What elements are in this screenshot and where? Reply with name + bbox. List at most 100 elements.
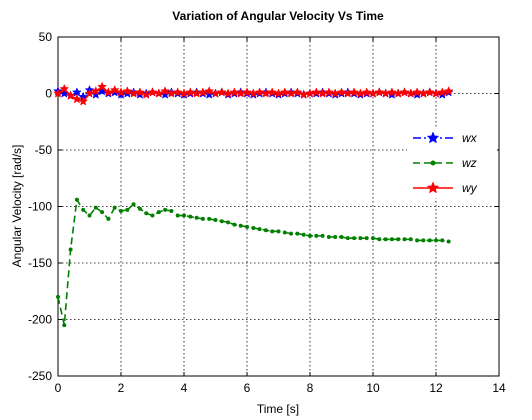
data-point-wz xyxy=(150,213,155,218)
data-point-wy xyxy=(393,88,404,98)
data-point-wy xyxy=(122,86,133,96)
data-point-wz xyxy=(74,197,79,202)
data-point-wy xyxy=(418,88,429,98)
data-point-wy xyxy=(97,81,107,91)
legend-item-wz: wz xyxy=(413,156,477,170)
data-point-wz xyxy=(156,210,161,215)
data-point-wz xyxy=(301,232,306,237)
data-point-wy xyxy=(216,87,227,97)
data-point-wz xyxy=(207,216,212,221)
data-point-wy xyxy=(191,88,202,98)
data-point-wy xyxy=(172,87,183,97)
series-group xyxy=(53,81,454,328)
data-point-wz xyxy=(421,238,426,243)
data-point-wz xyxy=(163,207,168,212)
data-point-wy xyxy=(324,87,334,97)
data-point-wz xyxy=(87,213,92,218)
data-point-wz xyxy=(282,230,287,235)
data-point-wz xyxy=(119,209,123,214)
data-point-wz xyxy=(93,205,98,210)
data-point-wz xyxy=(270,229,275,234)
data-point-wz xyxy=(352,236,357,241)
data-point-wz xyxy=(276,229,281,234)
axis-ticks: 0 2 4 6 8 10 12 14 -250 -200 -150 -100 -50 0 50 xyxy=(28,30,506,395)
data-point-wz xyxy=(440,238,445,243)
series-wz xyxy=(56,197,451,328)
x-tick-label: 4 xyxy=(181,381,188,395)
legend-marker-wz xyxy=(430,160,436,166)
data-point-wy xyxy=(368,88,378,98)
x-axis-label: Time [s] xyxy=(257,402,299,416)
data-point-wz xyxy=(289,231,294,236)
data-point-wy xyxy=(380,88,391,98)
data-point-wz xyxy=(81,207,86,212)
y-tick-label: -150 xyxy=(28,256,52,270)
data-point-wz xyxy=(402,237,407,242)
data-point-wz xyxy=(175,213,180,218)
x-tick-label: 10 xyxy=(366,381,380,395)
data-point-wy xyxy=(103,87,114,97)
data-point-wy xyxy=(399,87,410,97)
data-point-wz xyxy=(68,247,73,252)
data-point-wy xyxy=(431,88,441,98)
data-point-wz xyxy=(106,216,111,221)
data-point-wy xyxy=(65,90,76,100)
data-point-wz xyxy=(314,233,319,238)
data-point-wz xyxy=(232,222,237,227)
data-point-wz xyxy=(326,235,331,240)
data-point-wy xyxy=(109,84,120,95)
data-point-wz xyxy=(408,237,413,242)
data-point-wz xyxy=(377,237,382,242)
data-point-wz xyxy=(100,210,105,215)
data-point-wy xyxy=(387,87,397,97)
grid-lines xyxy=(58,37,499,376)
data-point-wy xyxy=(59,83,70,94)
series-wy xyxy=(53,81,454,106)
y-axis-label: Angular Velocity [rad/s] xyxy=(10,145,24,268)
data-point-wy xyxy=(261,88,271,98)
data-point-wz xyxy=(125,207,130,212)
data-point-wz xyxy=(188,214,193,219)
data-point-wz xyxy=(446,239,451,244)
data-point-wy xyxy=(267,87,278,97)
data-point-wz xyxy=(263,228,268,233)
legend-label-wz: wz xyxy=(462,156,477,170)
data-point-wz xyxy=(112,205,117,210)
y-tick-label: -250 xyxy=(28,369,52,383)
data-point-wy xyxy=(317,88,328,98)
x-tick-label: 0 xyxy=(55,381,62,395)
data-point-wz xyxy=(194,215,199,220)
data-point-wy xyxy=(443,86,454,96)
data-point-wz xyxy=(251,225,256,230)
data-point-wz xyxy=(339,235,344,240)
data-point-wy xyxy=(242,87,252,97)
data-point-wy xyxy=(349,87,359,97)
data-point-wy xyxy=(204,86,215,96)
data-point-wz xyxy=(415,238,420,243)
data-point-wy xyxy=(374,87,385,97)
series-line-wz xyxy=(57,197,449,326)
data-point-wy xyxy=(405,88,416,98)
data-point-wy xyxy=(424,87,435,97)
data-point-wy xyxy=(90,86,101,96)
data-point-wz xyxy=(396,237,401,242)
x-tick-label: 12 xyxy=(429,381,443,395)
data-point-wz xyxy=(213,218,218,223)
data-point-wy xyxy=(78,96,89,106)
chart-title: Variation of Angular Velocity Vs Time xyxy=(172,9,384,23)
data-point-wz xyxy=(56,294,60,299)
y-tick-label: 50 xyxy=(39,30,53,44)
data-point-wy xyxy=(254,87,265,97)
data-point-wz xyxy=(200,216,205,221)
data-point-wy xyxy=(185,87,196,97)
data-point-wy xyxy=(84,88,95,98)
data-point-wz xyxy=(238,223,243,228)
data-point-wy xyxy=(412,87,422,97)
x-tick-label: 6 xyxy=(244,381,251,395)
data-point-wz xyxy=(333,235,338,240)
y-tick-label: -200 xyxy=(28,313,52,327)
legend-item-wx: wx xyxy=(413,131,478,145)
data-point-wz xyxy=(389,237,394,242)
data-point-wy xyxy=(286,88,296,98)
legend-label-wx: wx xyxy=(462,131,478,145)
